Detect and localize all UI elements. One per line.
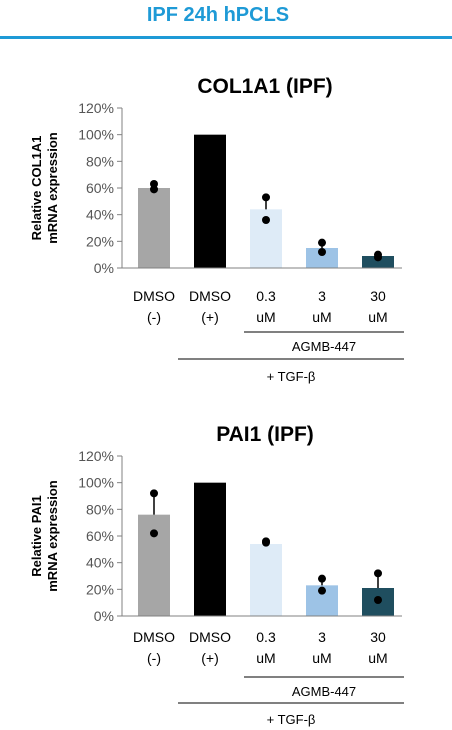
x-tick-label: 0.3 xyxy=(256,629,276,645)
y-tick-label: 80% xyxy=(86,153,114,169)
x-tick-label: 0.3 xyxy=(256,288,276,304)
data-point xyxy=(150,529,158,538)
bar xyxy=(362,256,394,268)
x-tick-label-sub: uM xyxy=(256,309,275,325)
data-point xyxy=(262,537,270,546)
y-axis-label-line: mRNA expression xyxy=(45,480,60,592)
group-label: AGMB-447 xyxy=(292,684,356,699)
bar xyxy=(194,134,226,268)
x-tick-label-sub: (+) xyxy=(201,309,219,325)
y-tick-label: 80% xyxy=(86,501,114,517)
x-tick-label: 3 xyxy=(318,629,326,645)
bar xyxy=(138,188,170,268)
y-tick-label: 100% xyxy=(78,475,114,491)
chart-title: COL1A1 (IPF) xyxy=(197,75,332,98)
x-tick-label-sub: uM xyxy=(368,650,387,666)
data-point xyxy=(374,596,382,604)
data-point xyxy=(262,193,270,202)
chart-2: PAI1 (IPF) Relative PAI1mRNA expression 0%… xyxy=(29,423,404,727)
chart-1: COL1A1 (IPF) Relative COL1A1mRNA expressi… xyxy=(29,75,404,384)
y-axis-label: Relative COL1A1mRNA expression xyxy=(29,132,60,244)
treatment-label: + TGF-β xyxy=(267,369,316,384)
y-tick-label: 0% xyxy=(94,260,114,276)
y-tick-label: 60% xyxy=(86,528,114,544)
x-tick-label-sub: uM xyxy=(256,650,275,666)
data-point xyxy=(318,238,326,247)
x-tick-label-sub: (-) xyxy=(147,309,161,325)
header-title: IPF 24h hPCLS xyxy=(147,4,289,26)
x-tick-label: DMSO xyxy=(133,288,175,304)
data-point xyxy=(374,569,382,578)
chart-title: PAI1 (IPF) xyxy=(216,423,314,446)
x-tick-label-sub: (-) xyxy=(147,650,161,666)
x-tick-label-sub: uM xyxy=(312,309,331,325)
y-tick-label: 20% xyxy=(86,233,114,249)
treatment-label: + TGF-β xyxy=(267,712,316,727)
x-tick-label-sub: uM xyxy=(368,309,387,325)
y-tick-label: 40% xyxy=(86,555,114,571)
x-tick-label: 30 xyxy=(370,629,386,645)
x-tick-label: 30 xyxy=(370,288,386,304)
x-tick-label-sub: uM xyxy=(312,650,331,666)
y-tick-label: 100% xyxy=(78,127,114,143)
data-point xyxy=(318,586,326,595)
y-axis-label-line: Relative PAI1 xyxy=(29,495,44,576)
y-tick-label: 120% xyxy=(78,448,114,464)
y-axis-label-line: Relative COL1A1 xyxy=(29,136,44,241)
group-label: AGMB-447 xyxy=(292,339,356,354)
y-axis-label-line: mRNA expression xyxy=(45,132,60,244)
data-point xyxy=(150,489,158,498)
data-point xyxy=(150,180,158,188)
data-point xyxy=(318,574,326,583)
x-tick-label: DMSO xyxy=(189,629,231,645)
x-tick-label: 3 xyxy=(318,288,326,304)
bar xyxy=(250,544,282,616)
bar xyxy=(306,248,338,268)
y-tick-label: 0% xyxy=(94,608,114,624)
y-tick-label: 20% xyxy=(86,581,114,597)
y-tick-label: 60% xyxy=(86,180,114,196)
x-tick-label: DMSO xyxy=(189,288,231,304)
bar xyxy=(194,482,226,616)
y-axis-label: Relative PAI1mRNA expression xyxy=(29,480,60,592)
data-point xyxy=(374,250,382,259)
x-tick-label: DMSO xyxy=(133,629,175,645)
y-tick-label: 120% xyxy=(78,100,114,116)
y-tick-label: 40% xyxy=(86,207,114,223)
data-point xyxy=(318,248,326,256)
charts-area: COL1A1 (IPF)Relative COL1A1mRNA expressi… xyxy=(29,75,404,727)
data-point xyxy=(262,216,270,224)
x-tick-label-sub: (+) xyxy=(201,650,219,666)
